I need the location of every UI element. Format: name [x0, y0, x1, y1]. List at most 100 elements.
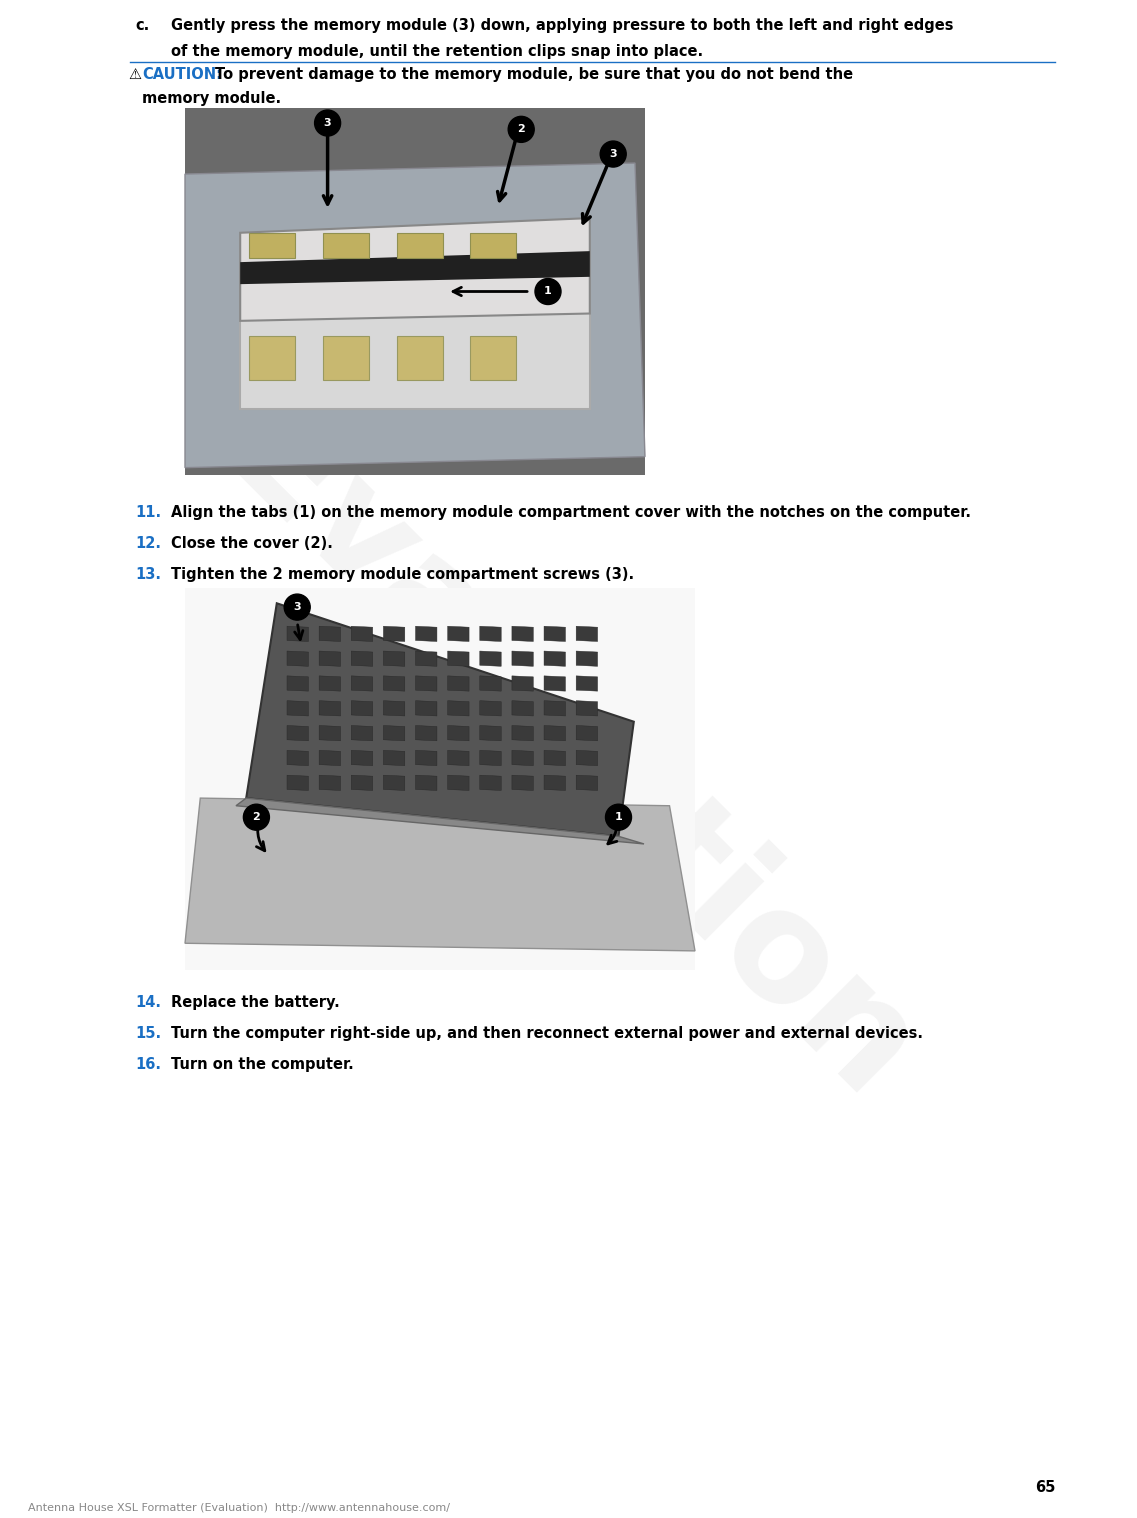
- Polygon shape: [576, 726, 598, 741]
- Polygon shape: [543, 776, 565, 791]
- Polygon shape: [576, 776, 598, 791]
- Polygon shape: [543, 676, 565, 691]
- Polygon shape: [247, 603, 633, 836]
- Polygon shape: [185, 162, 645, 468]
- Text: To prevent damage to the memory module, be sure that you do not bend the: To prevent damage to the memory module, …: [215, 67, 853, 82]
- Circle shape: [508, 117, 534, 143]
- Polygon shape: [351, 776, 373, 791]
- Polygon shape: [351, 651, 373, 666]
- Polygon shape: [415, 750, 437, 765]
- Polygon shape: [319, 776, 341, 791]
- Polygon shape: [512, 776, 533, 791]
- Polygon shape: [512, 750, 533, 765]
- Polygon shape: [319, 750, 341, 765]
- Polygon shape: [512, 676, 533, 691]
- Polygon shape: [287, 627, 308, 642]
- Polygon shape: [576, 627, 598, 642]
- Text: 16.: 16.: [135, 1057, 161, 1072]
- Polygon shape: [287, 676, 308, 691]
- Polygon shape: [319, 627, 341, 642]
- Polygon shape: [576, 701, 598, 716]
- Polygon shape: [480, 701, 501, 716]
- Polygon shape: [287, 776, 308, 791]
- Polygon shape: [383, 701, 405, 716]
- Polygon shape: [415, 701, 437, 716]
- Polygon shape: [543, 750, 565, 765]
- Polygon shape: [240, 219, 590, 320]
- Text: Gently press the memory module (3) down, applying pressure to both the left and : Gently press the memory module (3) down,…: [171, 18, 954, 33]
- Polygon shape: [287, 726, 308, 741]
- Bar: [397, 335, 442, 380]
- Polygon shape: [448, 726, 470, 741]
- Polygon shape: [415, 627, 437, 642]
- Polygon shape: [236, 798, 644, 844]
- Polygon shape: [287, 651, 308, 666]
- Bar: [471, 335, 516, 380]
- Bar: [185, 108, 645, 475]
- Polygon shape: [448, 676, 470, 691]
- Polygon shape: [512, 701, 533, 716]
- Polygon shape: [351, 701, 373, 716]
- Polygon shape: [512, 627, 533, 642]
- Polygon shape: [576, 676, 598, 691]
- Text: Turn on the computer.: Turn on the computer.: [171, 1057, 354, 1072]
- Polygon shape: [480, 750, 501, 765]
- Text: 1: 1: [615, 812, 622, 823]
- Polygon shape: [480, 651, 501, 666]
- Polygon shape: [415, 726, 437, 741]
- Text: 12.: 12.: [135, 536, 161, 551]
- Circle shape: [284, 594, 310, 619]
- Polygon shape: [185, 798, 695, 950]
- Polygon shape: [383, 726, 405, 741]
- Text: 13.: 13.: [135, 568, 161, 581]
- Text: 11.: 11.: [135, 505, 161, 521]
- Text: Antenna House XSL Formatter (Evaluation)  http://www.antennahouse.com/: Antenna House XSL Formatter (Evaluation)…: [28, 1503, 450, 1513]
- Text: c.: c.: [135, 18, 149, 33]
- Polygon shape: [383, 651, 405, 666]
- Polygon shape: [448, 750, 470, 765]
- Polygon shape: [240, 250, 590, 284]
- Text: Replace the battery.: Replace the battery.: [171, 994, 340, 1009]
- Text: Evaluation: Evaluation: [193, 384, 944, 1134]
- Bar: [323, 232, 370, 258]
- Bar: [249, 335, 296, 380]
- Text: Turn the computer right-side up, and then reconnect external power and external : Turn the computer right-side up, and the…: [171, 1026, 923, 1041]
- Polygon shape: [351, 627, 373, 642]
- Polygon shape: [287, 750, 308, 765]
- Text: 15.: 15.: [135, 1026, 161, 1041]
- Bar: [185, 108, 645, 475]
- Text: 1: 1: [545, 287, 551, 296]
- Text: of the memory module, until the retention clips snap into place.: of the memory module, until the retentio…: [171, 44, 703, 59]
- Polygon shape: [448, 776, 470, 791]
- Polygon shape: [351, 750, 373, 765]
- Text: Tighten the 2 memory module compartment screws (3).: Tighten the 2 memory module compartment …: [171, 568, 634, 581]
- Polygon shape: [512, 651, 533, 666]
- Polygon shape: [448, 701, 470, 716]
- Polygon shape: [383, 627, 405, 642]
- Polygon shape: [351, 726, 373, 741]
- Polygon shape: [240, 237, 590, 408]
- Polygon shape: [480, 627, 501, 642]
- Polygon shape: [415, 676, 437, 691]
- Bar: [249, 232, 296, 258]
- Text: Align the tabs (1) on the memory module compartment cover with the notches on th: Align the tabs (1) on the memory module …: [171, 505, 971, 521]
- Circle shape: [600, 141, 626, 167]
- Text: 3: 3: [609, 149, 617, 159]
- Polygon shape: [543, 651, 565, 666]
- Polygon shape: [383, 776, 405, 791]
- Polygon shape: [543, 726, 565, 741]
- Polygon shape: [576, 651, 598, 666]
- Text: 65: 65: [1035, 1480, 1055, 1495]
- Polygon shape: [543, 627, 565, 642]
- Polygon shape: [480, 726, 501, 741]
- Text: 3: 3: [293, 603, 301, 612]
- Polygon shape: [512, 726, 533, 741]
- Polygon shape: [543, 701, 565, 716]
- Polygon shape: [319, 726, 341, 741]
- Polygon shape: [415, 651, 437, 666]
- Text: 14.: 14.: [135, 994, 161, 1009]
- Polygon shape: [383, 676, 405, 691]
- Bar: [185, 587, 695, 970]
- Text: memory module.: memory module.: [142, 91, 281, 106]
- Polygon shape: [480, 676, 501, 691]
